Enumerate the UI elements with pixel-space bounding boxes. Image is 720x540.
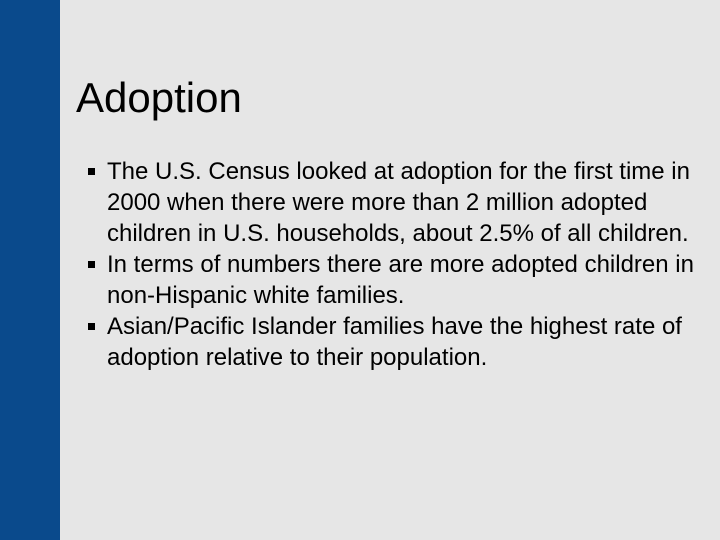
bullet-list: The U.S. Census looked at adoption for t…	[78, 156, 703, 373]
bullet-item: Asian/Pacific Islander families have the…	[78, 311, 703, 373]
bullet-text: In terms of numbers there are more adopt…	[107, 251, 694, 309]
slide-title: Adoption	[76, 74, 242, 121]
square-bullet-icon	[88, 168, 95, 175]
square-bullet-icon	[88, 261, 95, 268]
bullet-text: The U.S. Census looked at adoption for t…	[107, 158, 690, 247]
bullet-text: Asian/Pacific Islander families have the…	[107, 313, 682, 371]
bullet-item: The U.S. Census looked at adoption for t…	[78, 156, 703, 249]
square-bullet-icon	[88, 323, 95, 330]
accent-side-bar	[0, 0, 60, 540]
bullet-item: In terms of numbers there are more adopt…	[78, 249, 703, 311]
